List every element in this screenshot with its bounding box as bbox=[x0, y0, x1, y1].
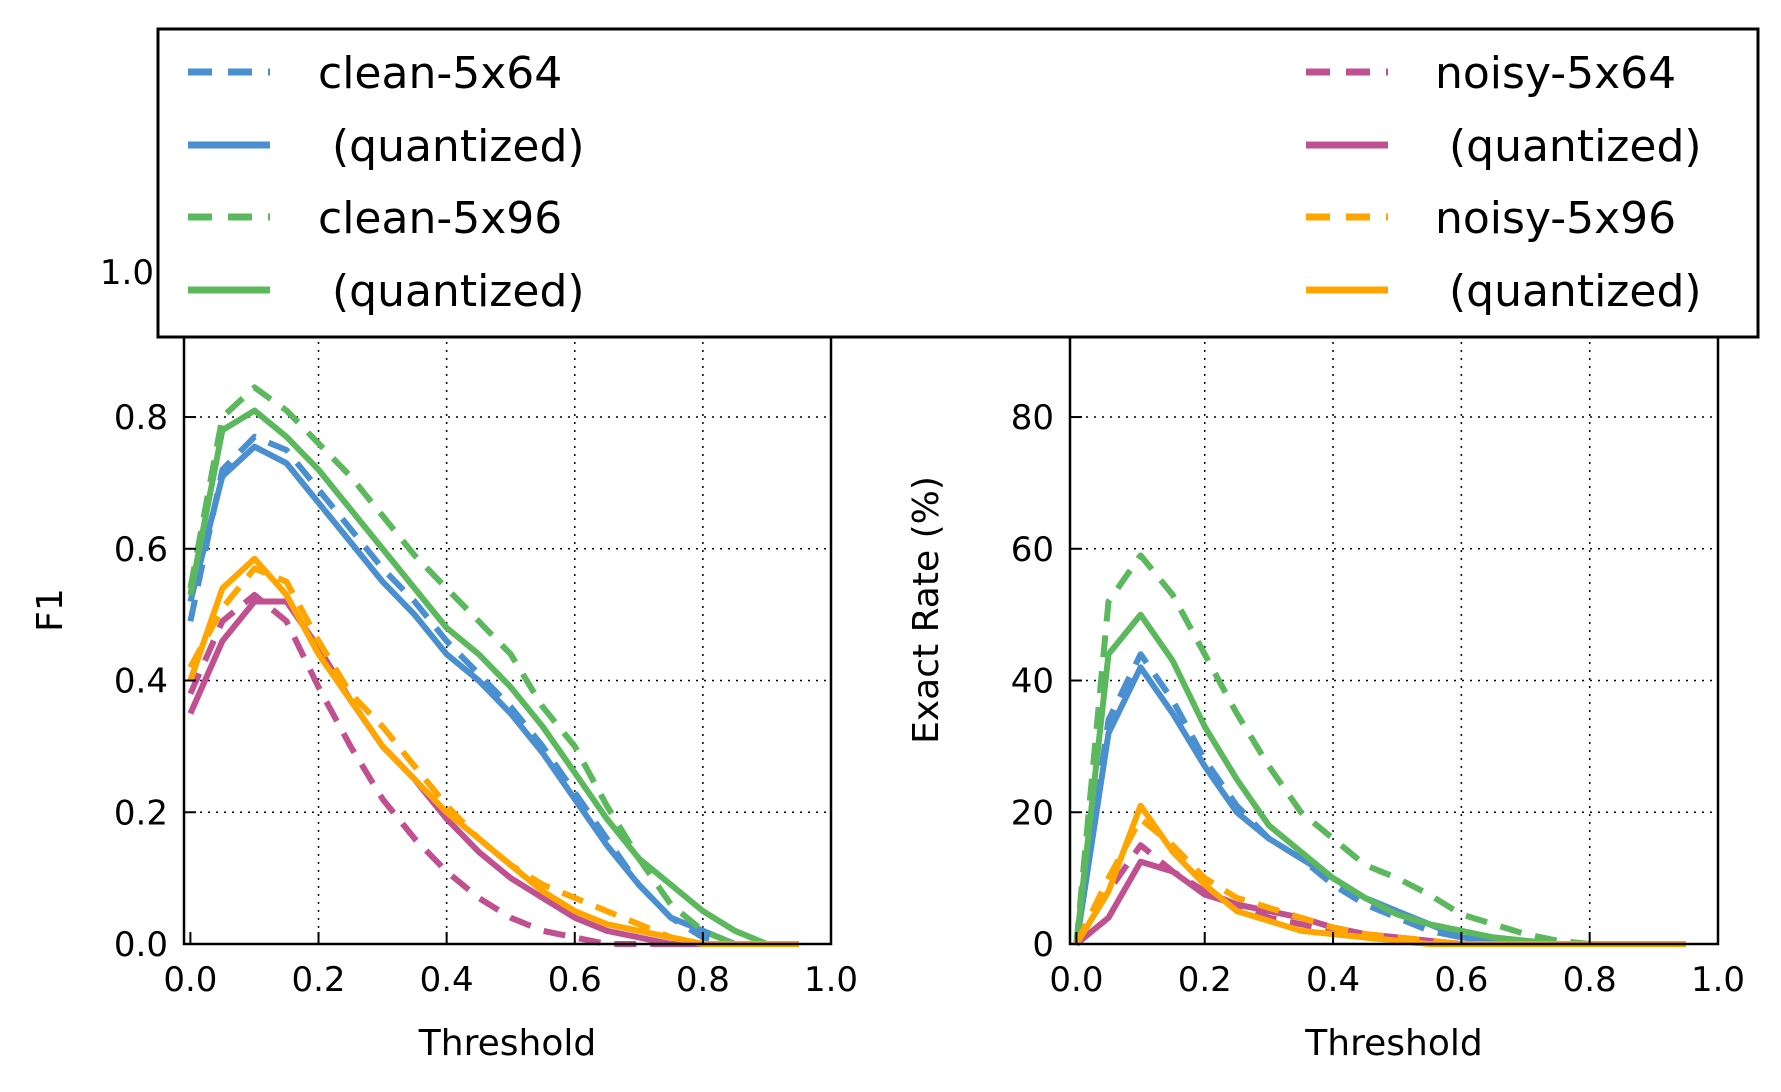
exact-rate-x-tick-label: 0.2 bbox=[1178, 960, 1232, 1000]
legend-label: (quantized) bbox=[318, 121, 585, 172]
exact-rate-series-line bbox=[1073, 611, 1686, 947]
exact-rate-series-line bbox=[1073, 802, 1686, 947]
f1-y-tick-label: 0.0 bbox=[114, 925, 168, 965]
exact-rate-series-line bbox=[1073, 842, 1686, 947]
legend: clean-5x64 (quantized) clean-5x96 (quanti… bbox=[156, 27, 1760, 339]
f1-series-line bbox=[187, 407, 799, 947]
exact-rate-panel: 0.0 0.2 0.4 0.6 0.8 1.0 0 20 40 60 80 Threshold Ex… bbox=[906, 276, 1745, 1064]
f1-y-tick-label: 0.8 bbox=[114, 398, 168, 438]
legend-label: (quantized) bbox=[318, 266, 585, 317]
exact-rate-y-axis-title: Exact Rate (%) bbox=[906, 476, 947, 744]
exact-rate-series-line bbox=[1073, 815, 1686, 947]
exact-rate-y-tick-label: 40 bbox=[1011, 662, 1054, 702]
exact-rate-tick-group: 0.0 0.2 0.4 0.6 0.8 1.0 0 20 40 60 80 bbox=[1011, 398, 1745, 1000]
exact-rate-x-tick-label: 1.0 bbox=[1691, 960, 1745, 1000]
f1-x-tick-label: 0.4 bbox=[420, 960, 474, 1000]
f1-x-tick-label: 0.8 bbox=[676, 960, 730, 1000]
legend-label: noisy-5x64 bbox=[1435, 48, 1676, 99]
f1-y-tick-label: 1.0 bbox=[100, 253, 154, 293]
f1-series-line bbox=[187, 598, 799, 947]
exact-rate-x-axis-title: Threshold bbox=[1304, 1023, 1482, 1064]
legend-label: (quantized) bbox=[1435, 266, 1702, 317]
f1-series-line bbox=[187, 443, 799, 947]
f1-y-tick-label: 0.6 bbox=[114, 530, 168, 570]
f1-tick-group: 0.0 0.2 0.4 0.6 0.8 1.0 0.0 0.2 0.4 0.6 0.8 bbox=[114, 284, 858, 1000]
f1-y-axis-title: F1 bbox=[30, 588, 71, 632]
exact-rate-x-tick-label: 0.0 bbox=[1049, 960, 1103, 1000]
exact-rate-y-tick-label: 0 bbox=[1032, 925, 1054, 965]
f1-series-group bbox=[187, 384, 799, 947]
f1-x-axis-title: Threshold bbox=[418, 1023, 596, 1064]
exact-rate-y-tick-label: 80 bbox=[1011, 398, 1054, 438]
exact-rate-series-line bbox=[1073, 664, 1686, 947]
exact-rate-series-line bbox=[1073, 651, 1686, 947]
f1-series-line bbox=[187, 384, 799, 947]
exact-rate-y-tick-label: 60 bbox=[1011, 530, 1054, 570]
exact-rate-series-line bbox=[1073, 552, 1686, 947]
f1-panel: 0.0 0.2 0.4 0.6 0.8 1.0 0.0 0.2 0.4 0.6 0.8 Thresh… bbox=[30, 276, 858, 1064]
f1-plot-frame bbox=[182, 276, 833, 946]
legend-label: (quantized) bbox=[1435, 121, 1702, 172]
f1-x-tick-label: 0.6 bbox=[548, 960, 602, 1000]
legend-label: noisy-5x96 bbox=[1435, 193, 1676, 244]
f1-x-tick-label: 0.0 bbox=[163, 960, 217, 1000]
legend-box bbox=[156, 27, 1760, 339]
f1-series-line bbox=[187, 565, 799, 947]
f1-x-tick-label: 0.2 bbox=[291, 960, 345, 1000]
exact-rate-x-tick-label: 0.8 bbox=[1563, 960, 1617, 1000]
legend-label: clean-5x96 bbox=[318, 193, 562, 244]
f1-y-tick-label: 0.2 bbox=[114, 793, 168, 833]
legend-items: clean-5x64 (quantized) clean-5x96 (quanti… bbox=[188, 48, 1702, 317]
f1-y-tick-label: 0.4 bbox=[114, 662, 168, 702]
legend-label: clean-5x64 bbox=[318, 48, 562, 99]
exact-rate-y-tick-label: 20 bbox=[1011, 793, 1054, 833]
f1-series-line bbox=[187, 591, 799, 947]
f1-grid bbox=[184, 278, 831, 944]
f1-series-line bbox=[187, 433, 799, 947]
f1-x-tick-label: 1.0 bbox=[804, 960, 858, 1000]
exact-rate-x-tick-label: 0.6 bbox=[1434, 960, 1488, 1000]
exact-rate-series-group bbox=[1073, 552, 1686, 947]
exact-rate-x-tick-label: 0.4 bbox=[1306, 960, 1360, 1000]
